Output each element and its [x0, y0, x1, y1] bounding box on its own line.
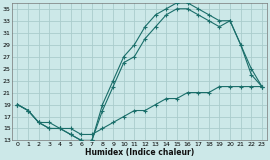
X-axis label: Humidex (Indice chaleur): Humidex (Indice chaleur) [85, 148, 194, 157]
